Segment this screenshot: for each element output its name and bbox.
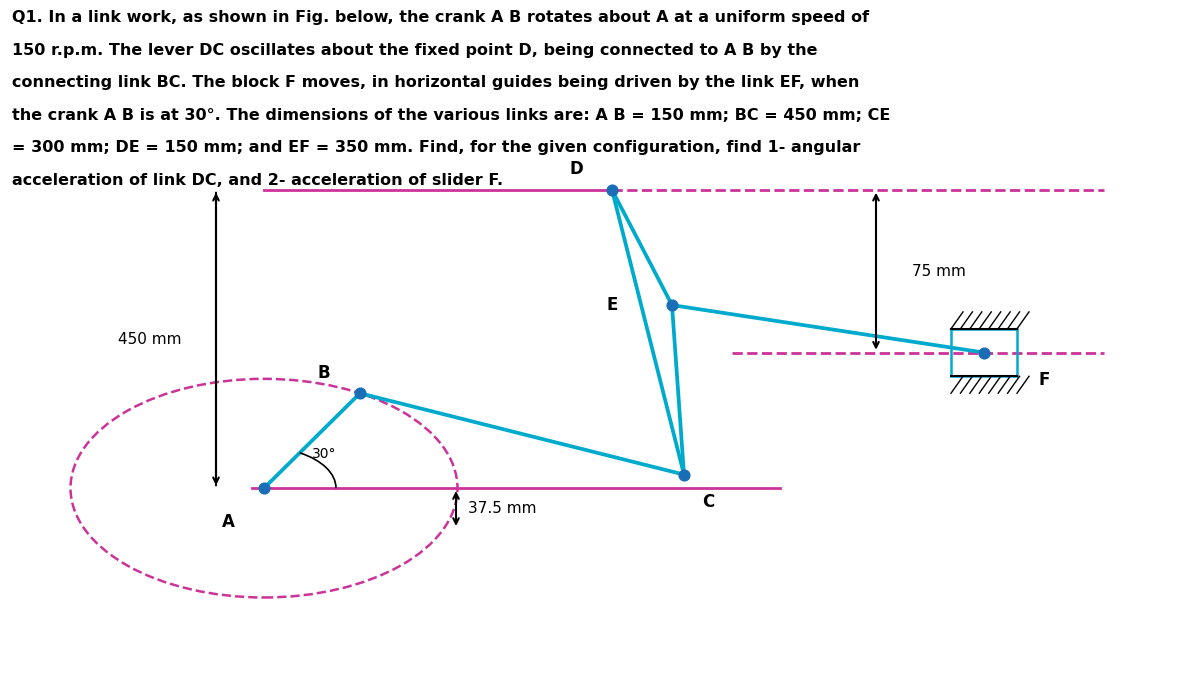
Point	[350, 388, 370, 399]
Text: 37.5 mm: 37.5 mm	[468, 501, 536, 516]
Text: C: C	[702, 493, 714, 511]
Text: D: D	[569, 161, 583, 178]
Point	[674, 469, 694, 480]
Text: acceleration of link DC, and 2- acceleration of slider F.: acceleration of link DC, and 2- accelera…	[12, 173, 503, 188]
Text: E: E	[606, 296, 618, 314]
Text: 30°: 30°	[312, 447, 336, 461]
Text: F: F	[1038, 371, 1050, 388]
Text: 450 mm: 450 mm	[119, 332, 181, 346]
Text: 75 mm: 75 mm	[912, 264, 966, 279]
Text: 150 r.p.m. The lever DC oscillates about the fixed point D, being connected to A: 150 r.p.m. The lever DC oscillates about…	[12, 43, 817, 58]
Text: connecting link BC. The block F moves, in horizontal guides being driven by the : connecting link BC. The block F moves, i…	[12, 75, 859, 90]
Text: Q1. In a link work, as shown in Fig. below, the crank A B rotates about A at a u: Q1. In a link work, as shown in Fig. bel…	[12, 10, 869, 25]
Text: A: A	[222, 513, 234, 531]
Point	[602, 184, 622, 195]
Point	[254, 483, 274, 494]
Text: = 300 mm; DE = 150 mm; and EF = 350 mm. Find, for the given configuration, find : = 300 mm; DE = 150 mm; and EF = 350 mm. …	[12, 140, 860, 155]
Point	[974, 347, 994, 358]
Point	[662, 300, 682, 311]
Text: the crank A B is at 30°. The dimensions of the various links are: A B = 150 mm; : the crank A B is at 30°. The dimensions …	[12, 108, 890, 123]
Text: B: B	[318, 364, 330, 382]
